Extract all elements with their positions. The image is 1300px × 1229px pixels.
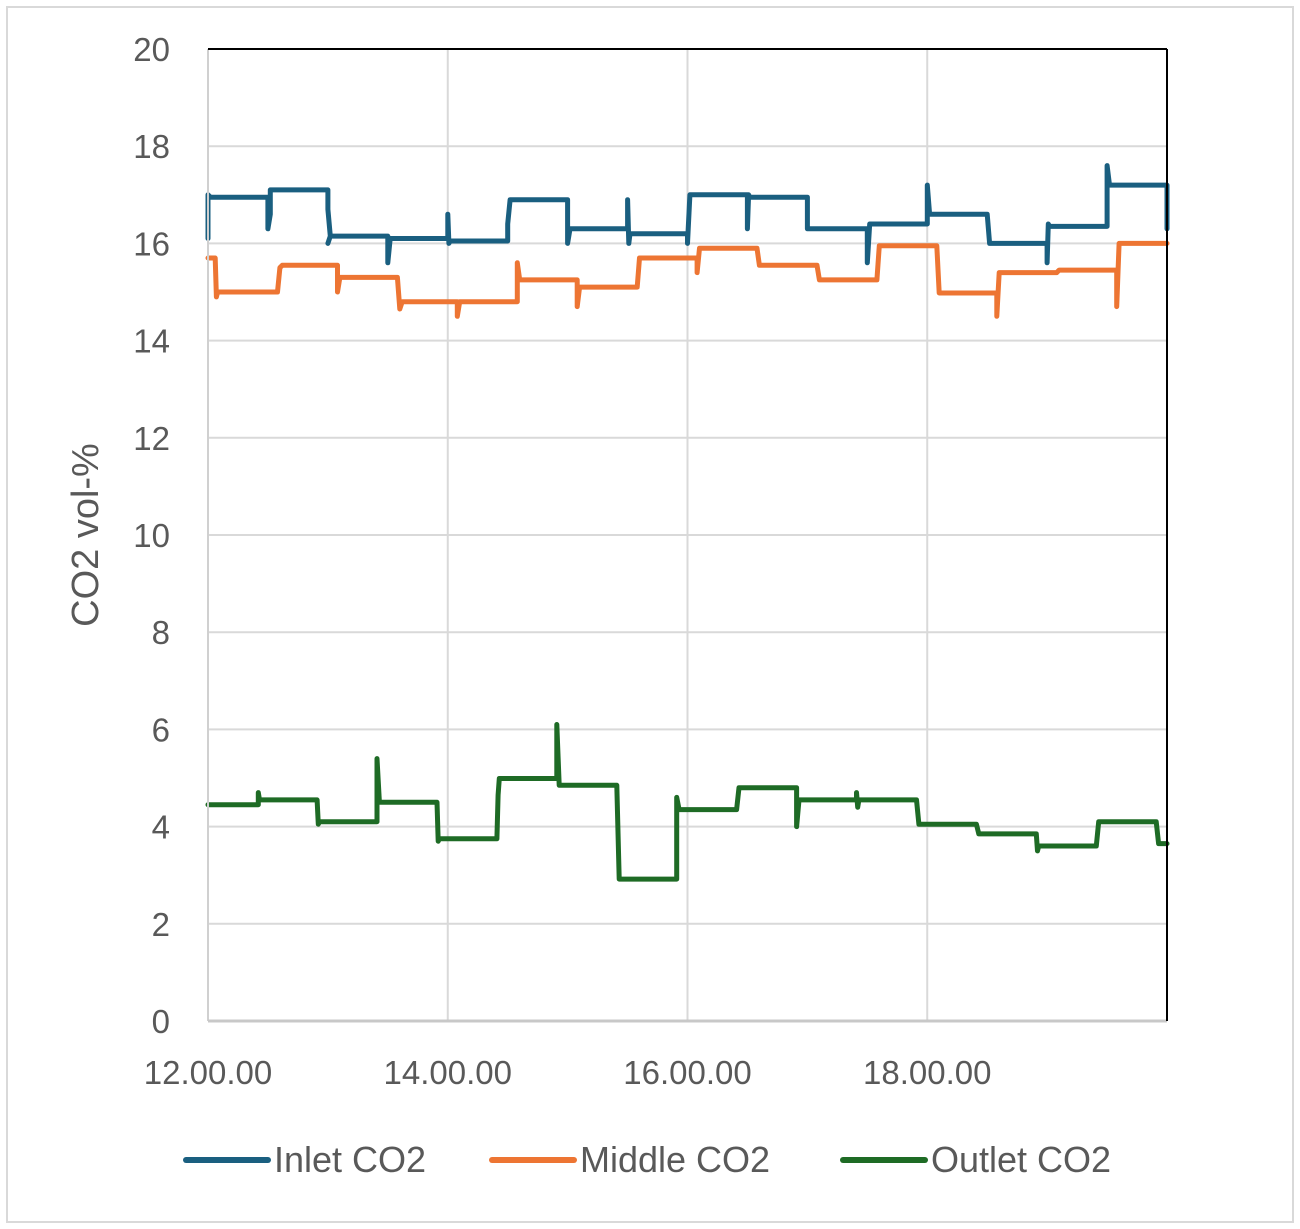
legend-label-inlet-co2: Inlet CO2 bbox=[274, 1139, 426, 1180]
legend-item-outlet-co2: Outlet CO2 bbox=[840, 1139, 1111, 1180]
legend: Inlet CO2 Middle CO2 Outlet CO2 bbox=[183, 1139, 1111, 1180]
legend-item-middle-co2: Middle CO2 bbox=[489, 1139, 770, 1180]
y-tick-label: 2 bbox=[152, 906, 170, 943]
y-axis-label: CO2 vol-% bbox=[65, 443, 107, 627]
x-tick-label: 14.00.00 bbox=[384, 1054, 512, 1091]
x-tick-label: 16.00.00 bbox=[623, 1054, 751, 1091]
legend-label-outlet-co2: Outlet CO2 bbox=[931, 1139, 1111, 1180]
x-tick-label: 12.00.00 bbox=[144, 1054, 272, 1091]
legend-item-inlet-co2: Inlet CO2 bbox=[183, 1139, 426, 1180]
y-tick-label: 4 bbox=[152, 809, 170, 846]
legend-label-middle-co2: Middle CO2 bbox=[580, 1139, 770, 1180]
series-lines bbox=[205, 163, 1170, 882]
y-axis-ticks: 0 2 4 6 8 10 12 14 16 18 20 bbox=[133, 31, 170, 1040]
y-tick-label: 16 bbox=[133, 225, 170, 262]
y-tick-label: 10 bbox=[133, 517, 170, 554]
inlet-co2-line bbox=[205, 163, 1170, 266]
y-tick-label: 12 bbox=[133, 420, 170, 457]
y-tick-label: 18 bbox=[133, 128, 170, 165]
y-tick-label: 0 bbox=[152, 1003, 170, 1040]
y-tick-label: 20 bbox=[133, 31, 170, 68]
y-tick-label: 6 bbox=[152, 711, 170, 748]
x-axis-ticks: 12.00.00 14.00.00 16.00.00 18.00.00 bbox=[144, 1054, 992, 1091]
gridlines bbox=[208, 49, 1167, 1021]
outlet-co2-line bbox=[205, 722, 1170, 882]
middle-co2-line bbox=[205, 240, 1170, 319]
y-tick-label: 14 bbox=[133, 323, 170, 360]
x-tick-label: 18.00.00 bbox=[863, 1054, 991, 1091]
axes bbox=[207, 48, 1168, 1023]
y-tick-label: 8 bbox=[152, 614, 170, 651]
